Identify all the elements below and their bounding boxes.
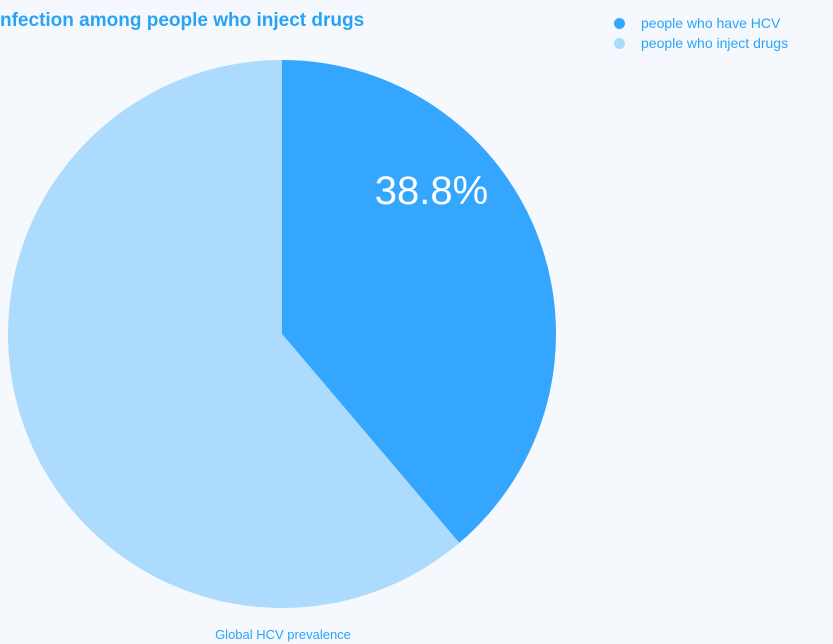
legend-swatch-pwid — [614, 37, 625, 49]
pie-slice-pwid[interactable] — [7, 60, 460, 609]
legend: people who have HCV people who inject dr… — [614, 13, 788, 53]
pie-slice-label-hcv: 38.8% — [375, 169, 488, 213]
legend-label-hcv: people who have HCV — [641, 15, 781, 31]
legend-swatch-hcv — [614, 17, 625, 29]
pie-slice-hcv[interactable] — [282, 60, 556, 543]
legend-item-hcv[interactable]: people who have HCV — [614, 13, 788, 33]
chart-title: nfection among people who inject drugs — [0, 10, 365, 31]
legend-item-pwid[interactable]: people who inject drugs — [614, 33, 788, 53]
x-axis-label: Global HCV prevalence — [215, 627, 351, 642]
legend-label-pwid: people who inject drugs — [641, 35, 789, 51]
